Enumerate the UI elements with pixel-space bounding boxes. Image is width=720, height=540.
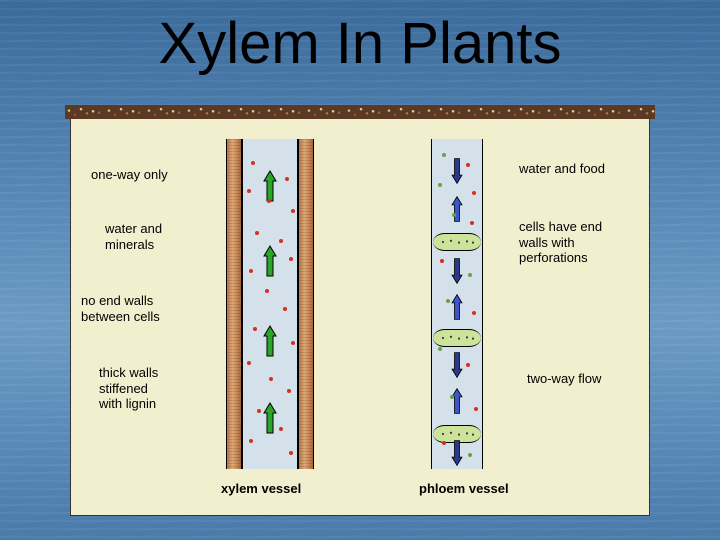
phloem-label: two-way flow: [527, 371, 601, 387]
mineral-dot-icon: [279, 427, 283, 431]
mineral-dot-icon: [442, 441, 446, 445]
xylem-vessel: [226, 139, 314, 469]
phloem-arrow-up-icon: [451, 293, 463, 321]
food-dot-icon: [450, 395, 454, 399]
mineral-dot-icon: [265, 289, 269, 293]
mineral-dot-icon: [289, 451, 293, 455]
phloem-arrow-down-icon: [451, 351, 463, 379]
phloem-vessel: [431, 139, 483, 469]
mineral-dot-icon: [474, 407, 478, 411]
mineral-dot-icon: [289, 257, 293, 261]
mineral-dot-icon: [251, 161, 255, 165]
mineral-dot-icon: [283, 307, 287, 311]
xylem-label: thick walls stiffened with lignin: [99, 365, 158, 412]
xylem-arrow-up-icon: [263, 244, 277, 278]
sieve-plate: [433, 233, 481, 251]
phloem-label: water and food: [519, 161, 605, 177]
xylem-lumen: [242, 139, 298, 469]
phloem-label: cells have end walls with perforations: [519, 219, 602, 266]
phloem-arrow-up-icon: [451, 195, 463, 223]
food-dot-icon: [438, 347, 442, 351]
mineral-dot-icon: [291, 341, 295, 345]
xylem-arrow-up-icon: [263, 401, 277, 435]
phloem-arrow-down-icon: [451, 157, 463, 185]
phloem-arrow-down-icon: [451, 257, 463, 285]
mineral-dot-icon: [472, 191, 476, 195]
mineral-dot-icon: [269, 377, 273, 381]
mineral-dot-icon: [253, 327, 257, 331]
phloem-lumen: [431, 139, 483, 469]
food-dot-icon: [442, 153, 446, 157]
xylem-label: water and minerals: [105, 221, 162, 252]
mineral-dot-icon: [257, 409, 261, 413]
xylem-label: one-way only: [91, 167, 168, 183]
food-dot-icon: [468, 273, 472, 277]
mineral-dot-icon: [279, 239, 283, 243]
phloem-arrow-down-icon: [451, 439, 463, 467]
phloem-caption: phloem vessel: [419, 481, 509, 496]
soil-band: [65, 105, 655, 119]
page-title: Xylem In Plants: [0, 10, 720, 77]
diagram-panel: one-way only water and minerals no end wal…: [70, 118, 650, 516]
xylem-wall-right: [298, 139, 314, 469]
mineral-dot-icon: [287, 389, 291, 393]
mineral-dot-icon: [249, 439, 253, 443]
xylem-wall-left: [226, 139, 242, 469]
mineral-dot-icon: [466, 163, 470, 167]
mineral-dot-icon: [466, 363, 470, 367]
mineral-dot-icon: [255, 231, 259, 235]
food-dot-icon: [446, 299, 450, 303]
xylem-caption: xylem vessel: [221, 481, 301, 496]
mineral-dot-icon: [470, 221, 474, 225]
mineral-dot-icon: [267, 199, 271, 203]
mineral-dot-icon: [285, 177, 289, 181]
food-dot-icon: [452, 213, 456, 217]
mineral-dot-icon: [472, 311, 476, 315]
xylem-arrow-up-icon: [263, 324, 277, 358]
mineral-dot-icon: [247, 361, 251, 365]
food-dot-icon: [438, 183, 442, 187]
xylem-label: no end walls between cells: [81, 293, 160, 324]
sieve-plate: [433, 329, 481, 347]
mineral-dot-icon: [247, 189, 251, 193]
xylem-arrow-up-icon: [263, 169, 277, 203]
mineral-dot-icon: [291, 209, 295, 213]
phloem-arrow-up-icon: [451, 387, 463, 415]
food-dot-icon: [468, 453, 472, 457]
mineral-dot-icon: [440, 259, 444, 263]
mineral-dot-icon: [249, 269, 253, 273]
